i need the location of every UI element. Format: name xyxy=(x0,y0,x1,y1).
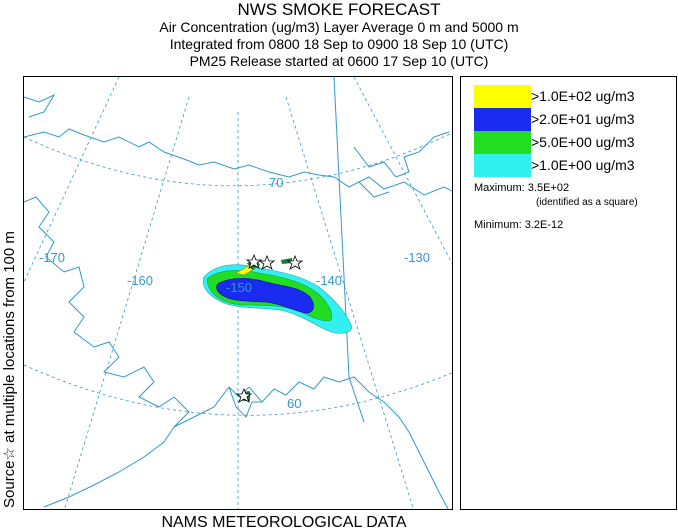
lon-label-170: -170 xyxy=(39,250,65,265)
legend-row-100: >1.0E+02 ug/m3 xyxy=(474,85,674,108)
lon-label-140: -140 xyxy=(316,273,342,288)
coastline-islands-ne xyxy=(353,131,450,198)
border-line xyxy=(333,77,365,423)
source-side-label-text: Source☆ at multiple locations from 100 m xyxy=(1,231,18,508)
source-star-icon xyxy=(245,253,263,269)
legend-row-5: >5.0E+00 ug/m3 xyxy=(474,131,674,154)
subtitle-concentration: Air Concentration (ug/m3) Layer Average … xyxy=(159,19,519,35)
lat-label-70: 70 xyxy=(269,175,283,190)
graticule xyxy=(24,77,452,509)
legend-maximum: Maximum: 3.5E+02 xyxy=(474,182,570,194)
legend-maximum-note: (identified as a square) xyxy=(536,197,638,208)
graticule-labels: 70 60 -170 -160 -150 -140 -130 xyxy=(39,175,430,411)
coastline-northwest xyxy=(24,93,56,118)
lat-line-70 xyxy=(24,132,452,187)
coastline-west xyxy=(24,196,190,508)
source-star-icon xyxy=(235,387,253,403)
lat-label-60: 60 xyxy=(287,396,301,411)
coastline-south xyxy=(173,376,449,509)
lon-label-160: -160 xyxy=(127,273,153,288)
meridian-130 xyxy=(353,77,452,265)
map-panel: 70 60 -170 -160 -150 -140 -130 xyxy=(23,76,453,510)
source-star-icon xyxy=(258,254,276,270)
meridian-160 xyxy=(64,96,190,509)
legend-minimum: Minimum: 3.2E-12 xyxy=(474,219,564,231)
legend-label-20: >2.0E+01 ug/m3 xyxy=(531,111,635,127)
lon-label-130: -130 xyxy=(404,250,430,265)
meridian-140 xyxy=(285,96,414,509)
legend-label-1: >1.0E+00 ug/m3 xyxy=(531,157,635,173)
legend-row-1: >1.0E+00 ug/m3 xyxy=(474,154,674,177)
smoke-plume xyxy=(202,258,353,401)
legend-swatch-cyan xyxy=(474,154,531,177)
subtitle-release-start: PM25 Release started at 0600 17 Sep 10 (… xyxy=(189,53,489,69)
coastline-inlet xyxy=(228,386,262,418)
coastline-arctic xyxy=(24,128,452,196)
subtitle-integration-period: Integrated from 0800 18 Sep to 0900 18 S… xyxy=(169,36,509,52)
lat-line-60 xyxy=(24,364,452,416)
legend-panel: >1.0E+02 ug/m3 >2.0E+01 ug/m3 >5.0E+00 u… xyxy=(460,76,677,510)
footer-meteorological-data: NAMS METEOROLOGICAL DATA xyxy=(161,514,407,531)
page-title: NWS SMOKE FORECAST xyxy=(237,0,441,19)
smoke-map: 70 60 -170 -160 -150 -140 -130 xyxy=(24,77,452,509)
legend-row-20: >2.0E+01 ug/m3 xyxy=(474,108,674,131)
plume-contour-20 xyxy=(216,278,314,314)
source-side-label: Source☆ at multiple locations from 100 m xyxy=(1,231,18,508)
legend-label-100: >1.0E+02 ug/m3 xyxy=(531,88,635,104)
legend-swatch-blue xyxy=(474,108,531,131)
meridian-170 xyxy=(24,77,120,283)
coastline xyxy=(24,93,452,509)
legend-label-5: >5.0E+00 ug/m3 xyxy=(531,134,635,150)
source-star-icon xyxy=(286,254,304,270)
legend-swatch-green xyxy=(474,131,531,154)
legend-swatch-yellow xyxy=(474,85,531,108)
lon-label-150: -150 xyxy=(226,280,252,295)
source-markers xyxy=(235,253,304,403)
